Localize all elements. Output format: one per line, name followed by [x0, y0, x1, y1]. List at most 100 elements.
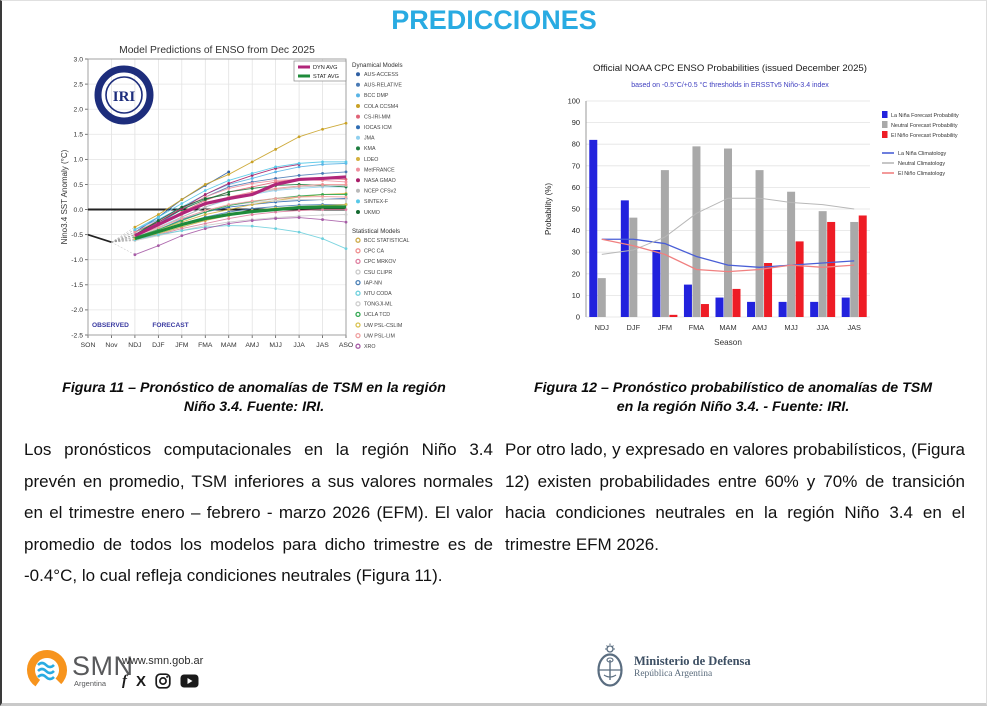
- svg-text:60: 60: [572, 183, 580, 192]
- svg-text:AMJ: AMJ: [752, 323, 767, 332]
- svg-text:3.0: 3.0: [74, 56, 84, 63]
- svg-text:70: 70: [572, 161, 580, 170]
- instagram-icon: [155, 673, 171, 689]
- svg-text:DJF: DJF: [627, 323, 641, 332]
- ministry-text: Ministerio de Defensa República Argentin…: [634, 654, 751, 679]
- svg-text:SON: SON: [81, 342, 96, 349]
- svg-text:Season: Season: [714, 338, 742, 347]
- iri-plume-chart: SON Nov NDJ DJF JFM FMA MAM AMJ MJJ JJA JAS ASO 3.0 2…: [58, 43, 470, 377]
- svg-text:2.5: 2.5: [74, 81, 84, 88]
- svg-text:Nino3.4 SST Anomaly (°C): Nino3.4 SST Anomaly (°C): [60, 149, 69, 244]
- website-url: www.smn.gob.ar: [122, 655, 204, 667]
- svg-text:BCC STATISTICAL: BCC STATISTICAL: [364, 238, 409, 244]
- youtube-icon: [180, 674, 199, 688]
- svg-text:Probability (%): Probability (%): [544, 183, 553, 235]
- svg-text:La Niña Climatology: La Niña Climatology: [898, 151, 947, 157]
- coat-of-arms: [597, 643, 623, 687]
- svg-text:JJA: JJA: [817, 323, 829, 332]
- svg-text:-2.5: -2.5: [71, 332, 83, 339]
- svg-text:FMA: FMA: [689, 323, 705, 332]
- svg-text:BCC DMP: BCC DMP: [364, 93, 389, 99]
- svg-text:-2.0: -2.0: [71, 307, 83, 314]
- svg-text:OBSERVED: OBSERVED: [92, 322, 129, 329]
- svg-text:COLA CCSM4: COLA CCSM4: [364, 104, 398, 110]
- body-paragraph-right: Por otro lado, y expresado en valores pr…: [505, 440, 965, 554]
- svg-text:20: 20: [572, 269, 580, 278]
- figure12-caption-line1: Figura 12 – Pronóstico probabilístico de…: [533, 380, 933, 396]
- svg-text:MAM: MAM: [719, 323, 736, 332]
- ministry-subtitle: República Argentina: [634, 668, 713, 679]
- svg-text:1.5: 1.5: [74, 132, 84, 139]
- svg-text:UKMO: UKMO: [364, 210, 380, 216]
- page-title: PREDICCIONES: [391, 5, 597, 35]
- svg-text:NTU CODA: NTU CODA: [364, 291, 392, 297]
- footer: SMN Argentina www.smn.gob.ar f X: [2, 643, 986, 697]
- smn-country-label: Argentina: [74, 678, 107, 688]
- svg-text:30: 30: [572, 248, 580, 257]
- svg-text:Nov: Nov: [105, 342, 118, 349]
- svg-text:40: 40: [572, 226, 580, 235]
- svg-text:JFM: JFM: [658, 323, 672, 332]
- facebook-icon: f: [122, 672, 127, 689]
- svg-text:AUS-RELATIVE: AUS-RELATIVE: [364, 83, 402, 89]
- social-icons-row: f X: [122, 673, 203, 689]
- svg-text:-1.0: -1.0: [71, 257, 83, 264]
- figure11-caption: Figura 11 – Pronóstico de anomalías de T…: [30, 379, 478, 417]
- svg-text:-1.5: -1.5: [71, 282, 83, 289]
- svg-text:TONGJI-ML: TONGJI-ML: [364, 302, 393, 308]
- svg-text:CPC CA: CPC CA: [364, 249, 384, 255]
- svg-text:0.0: 0.0: [74, 207, 84, 214]
- svg-text:El Niño Climatology: El Niño Climatology: [898, 171, 945, 177]
- svg-text:UW PSL-CSLIM: UW PSL-CSLIM: [364, 323, 402, 329]
- svg-text:Statistical Models: Statistical Models: [352, 228, 400, 235]
- svg-text:FORECAST: FORECAST: [152, 322, 188, 329]
- svg-text:0: 0: [576, 313, 580, 322]
- svg-text:CS-IRI-MM: CS-IRI-MM: [364, 114, 390, 120]
- svg-text:Official NOAA CPC ENSO Probabi: Official NOAA CPC ENSO Probabilities (is…: [593, 63, 867, 74]
- svg-text:100: 100: [568, 97, 580, 106]
- svg-text:FMA: FMA: [198, 342, 213, 349]
- body-paragraph-left: Los pronósticos computacionales en la re…: [24, 440, 493, 585]
- svg-text:MAM: MAM: [221, 342, 237, 349]
- svg-text:JAS: JAS: [847, 323, 861, 332]
- smn-logo-mark: [27, 650, 67, 690]
- noaa-probability-svg: Official NOAA CPC ENSO Probabilities (is…: [544, 63, 959, 347]
- x-icon: X: [136, 672, 147, 690]
- svg-text:90: 90: [572, 118, 580, 127]
- svg-text:50: 50: [572, 205, 580, 214]
- svg-text:NDJ: NDJ: [128, 342, 141, 349]
- svg-text:KMA: KMA: [364, 146, 376, 152]
- svg-text:1.0: 1.0: [74, 157, 84, 164]
- svg-text:El Niño Forecast Probability: El Niño Forecast Probability: [891, 133, 958, 139]
- svg-text:CSU CLIPR: CSU CLIPR: [364, 270, 392, 276]
- figure12-caption: Figura 12 – Pronóstico probabilístico de…: [502, 379, 964, 417]
- svg-text:-0.5: -0.5: [71, 232, 83, 239]
- svg-text:SINTEX-F: SINTEX-F: [364, 199, 389, 205]
- svg-text:AUS-ACCESS: AUS-ACCESS: [364, 72, 399, 78]
- iri-plume-svg: SON Nov NDJ DJF JFM FMA MAM AMJ MJJ JJA JAS ASO 3.0 2…: [60, 45, 409, 350]
- svg-text:UCLA TCD: UCLA TCD: [364, 312, 390, 318]
- svg-text:ASO: ASO: [339, 342, 353, 349]
- svg-text:IRI: IRI: [113, 89, 136, 105]
- svg-text:DYN AVG: DYN AVG: [313, 65, 337, 71]
- svg-text:10: 10: [572, 291, 580, 300]
- svg-text:IOCAS ICM: IOCAS ICM: [364, 125, 392, 131]
- figure11-caption-line1: Figura 11 – Pronóstico de anomalías de T…: [62, 380, 446, 396]
- svg-text:80: 80: [572, 140, 580, 149]
- svg-text:MJJ: MJJ: [269, 342, 281, 349]
- svg-text:based on -0.5°C/+0.5 °C thresh: based on -0.5°C/+0.5 °C thresholds in ER…: [631, 81, 829, 89]
- smn-logo: SMN Argentina: [24, 647, 134, 693]
- svg-text:La Niña Forecast Probability: La Niña Forecast Probability: [891, 113, 959, 119]
- svg-text:2.0: 2.0: [74, 106, 84, 113]
- contact-block: www.smn.gob.ar f X: [122, 655, 203, 689]
- smn-name: SMN: [72, 650, 134, 681]
- smn-wordmark: SMN Argentina: [72, 650, 134, 688]
- svg-text:XRO: XRO: [364, 344, 375, 350]
- svg-text:JAS: JAS: [316, 342, 329, 349]
- svg-text:CPC MRKOV: CPC MRKOV: [364, 259, 397, 265]
- ministry-name: Ministerio de Defensa: [634, 653, 751, 668]
- ministry-block: Ministerio de Defensa República Argentin…: [594, 643, 751, 689]
- noaa-probability-chart: Official NOAA CPC ENSO Probabilities (is…: [538, 57, 964, 371]
- svg-text:UW PSL-LIM: UW PSL-LIM: [364, 333, 395, 339]
